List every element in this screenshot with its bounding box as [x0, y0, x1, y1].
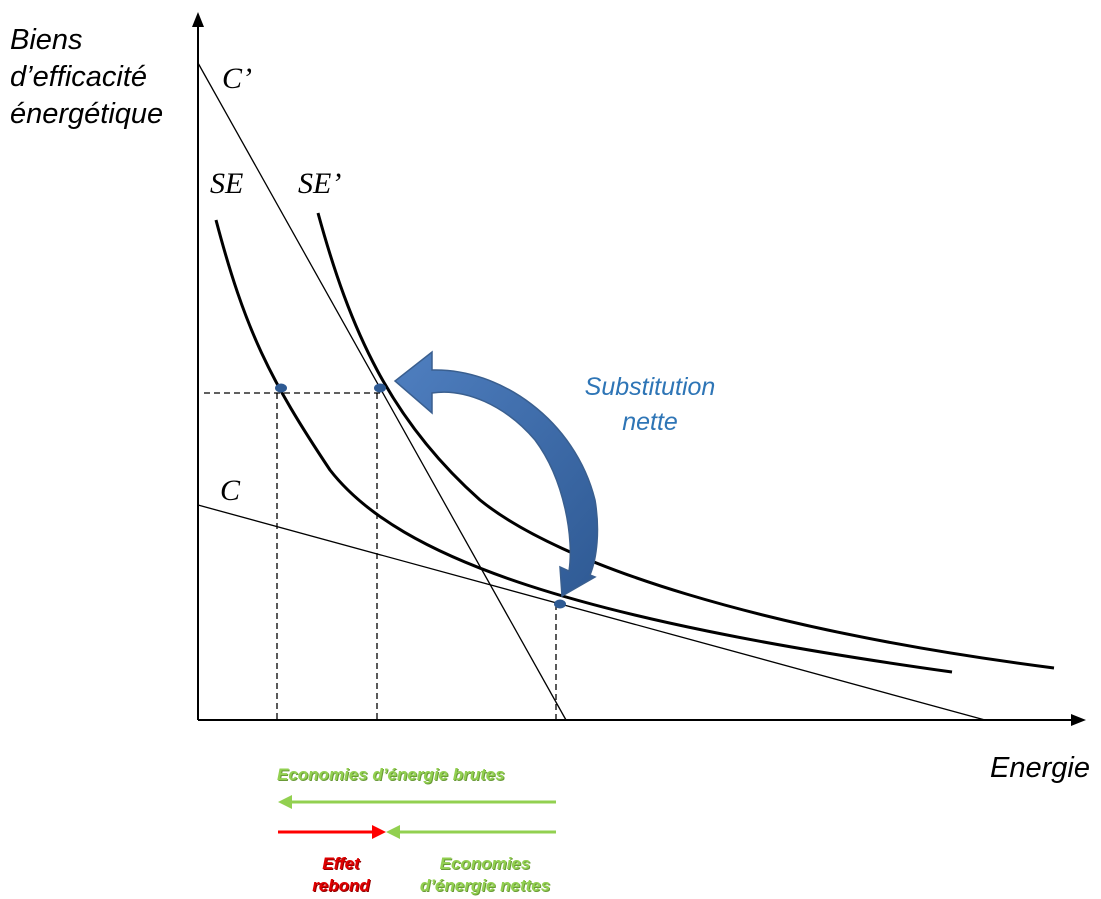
- y-axis-arrowhead: [192, 12, 204, 27]
- budget-line-c: [197, 504, 986, 721]
- y-axis-label: Biens d’efficacité énergétique: [10, 24, 164, 130]
- label-se: SE: [210, 167, 244, 200]
- substitution-label: Substitution nette: [584, 373, 716, 436]
- gross-savings-arrowhead: [278, 795, 292, 809]
- gross-savings-label: Economies d’énergie brutes: [277, 765, 505, 784]
- substitution-arrow: [393, 350, 599, 598]
- point-b: [374, 383, 386, 393]
- label-c-prime: C’: [222, 62, 252, 95]
- rebound-arrowhead: [372, 825, 386, 839]
- rebound-label: Effet rebond: [312, 854, 370, 895]
- curve-se: [214, 219, 953, 674]
- net-savings-arrowhead: [386, 825, 400, 839]
- point-c: [554, 599, 566, 609]
- label-se-prime: SE’: [298, 167, 342, 200]
- curve-se-prime: [316, 212, 1055, 670]
- point-a: [275, 383, 287, 393]
- net-savings-label: Economies d’énergie nettes: [419, 854, 551, 895]
- x-axis-label: Energie: [990, 752, 1090, 784]
- label-c: C: [220, 474, 241, 507]
- x-axis-arrowhead: [1071, 714, 1086, 726]
